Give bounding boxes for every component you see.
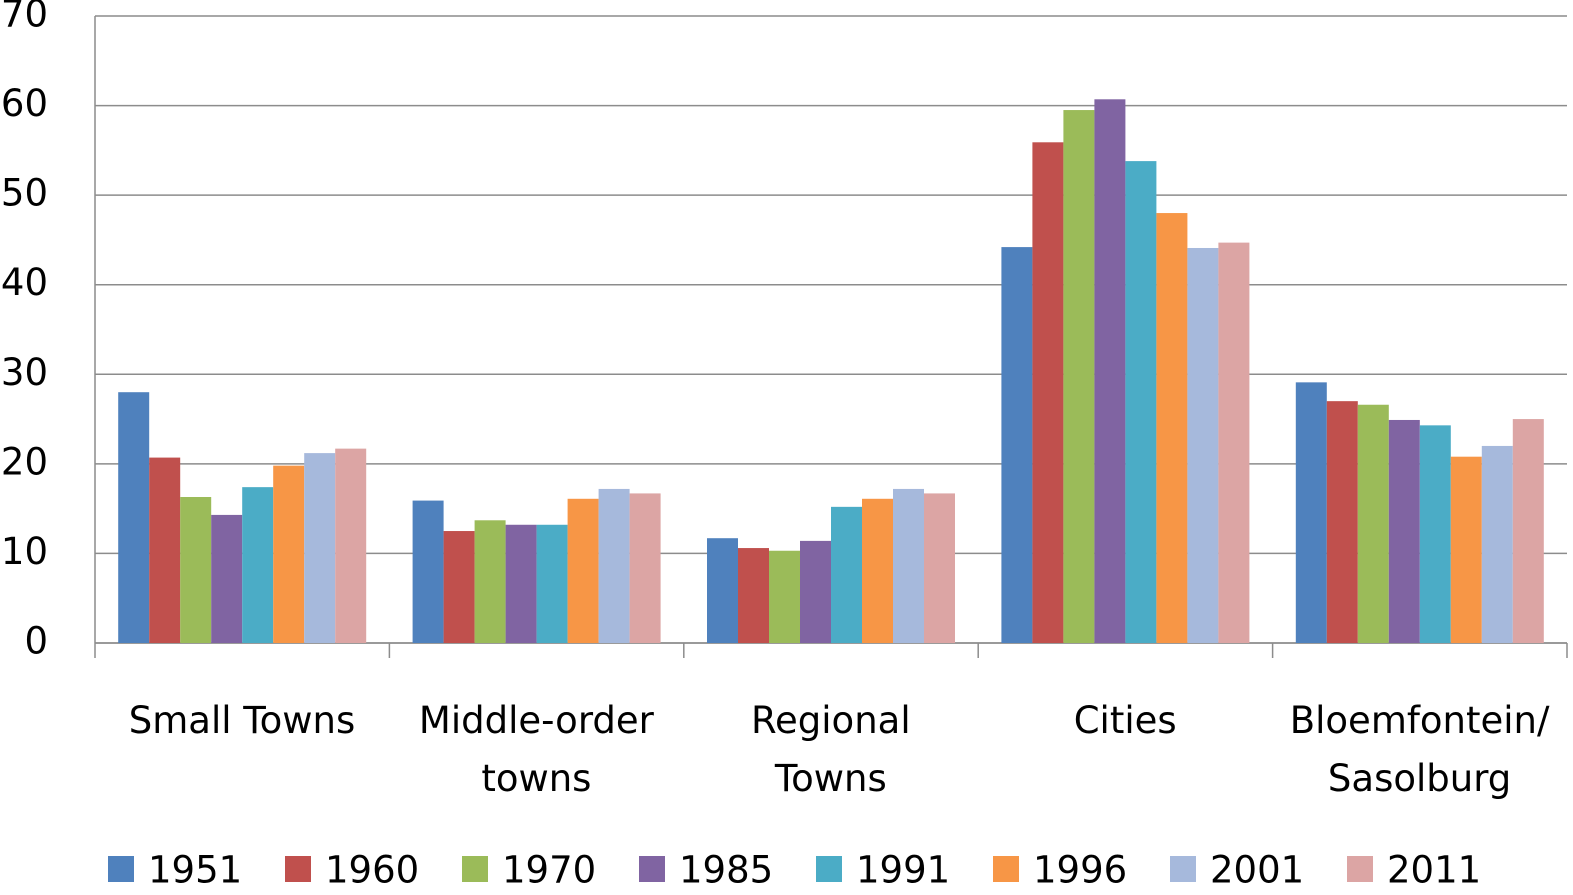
bar [707, 538, 738, 643]
y-tick-label: 0 [24, 620, 48, 663]
x-tick-label: Small Towns [128, 699, 356, 742]
y-tick-label: 50 [1, 172, 48, 215]
y-tick-label: 70 [1, 0, 48, 36]
y-tick-label: 40 [1, 261, 48, 304]
bar [1218, 242, 1250, 643]
bar [1125, 161, 1157, 643]
bar [567, 498, 599, 643]
legend-swatch [285, 856, 311, 882]
bar [474, 520, 506, 643]
legend-label: 1970 [502, 849, 596, 892]
bar [273, 465, 305, 643]
bar [800, 540, 831, 643]
y-tick-label: 20 [1, 440, 48, 483]
legend-swatch [993, 856, 1019, 882]
x-tick-label: Bloemfontein/ Sasolburg [1289, 699, 1550, 800]
bar [335, 448, 367, 643]
legend-label: 1991 [856, 849, 950, 892]
bar [1419, 425, 1451, 643]
legend-swatch [1170, 856, 1196, 882]
bar [536, 524, 568, 643]
bar [1156, 213, 1188, 644]
bar [149, 457, 181, 643]
bar [629, 493, 661, 643]
legend-swatch [108, 856, 134, 882]
bar [118, 392, 150, 643]
bar [1187, 247, 1219, 644]
y-tick-label: 30 [1, 351, 48, 394]
bar [769, 550, 800, 643]
bar [1326, 401, 1358, 643]
bar [1450, 456, 1482, 643]
legend-label: 1985 [679, 849, 773, 892]
legend-swatch [816, 856, 842, 882]
bar [443, 531, 475, 643]
x-tick-label: Regional Towns [750, 699, 911, 800]
y-tick-label: 60 [1, 82, 48, 125]
bar [180, 496, 212, 643]
bar [1001, 247, 1033, 643]
bar [1481, 445, 1513, 643]
bar [598, 488, 630, 643]
legend-swatch [1347, 856, 1373, 882]
bar [1357, 404, 1389, 643]
bar [1295, 382, 1327, 643]
legend-label: 1951 [148, 849, 242, 892]
x-tick-label: Cities [1073, 699, 1177, 742]
legend-label: 2011 [1387, 849, 1481, 892]
bar [893, 488, 924, 643]
bar [412, 500, 444, 643]
bar [1063, 110, 1095, 644]
legend-swatch [462, 856, 488, 882]
legend-label: 1960 [325, 849, 419, 892]
x-tick-label: Middle-order towns [418, 699, 654, 800]
bar [1094, 99, 1126, 643]
legend-label: 1996 [1033, 849, 1127, 892]
bar [211, 514, 243, 643]
bar [505, 524, 537, 643]
bar [831, 506, 862, 643]
bar [924, 493, 955, 643]
bar [242, 487, 274, 643]
legend-label: 2001 [1210, 849, 1304, 892]
bar [738, 548, 769, 643]
bar [1032, 142, 1064, 643]
bar [862, 498, 893, 643]
legend-swatch [639, 856, 665, 882]
y-tick-label: 10 [1, 530, 48, 573]
bar [304, 453, 336, 643]
bar [1512, 419, 1544, 643]
bar [1388, 419, 1420, 643]
